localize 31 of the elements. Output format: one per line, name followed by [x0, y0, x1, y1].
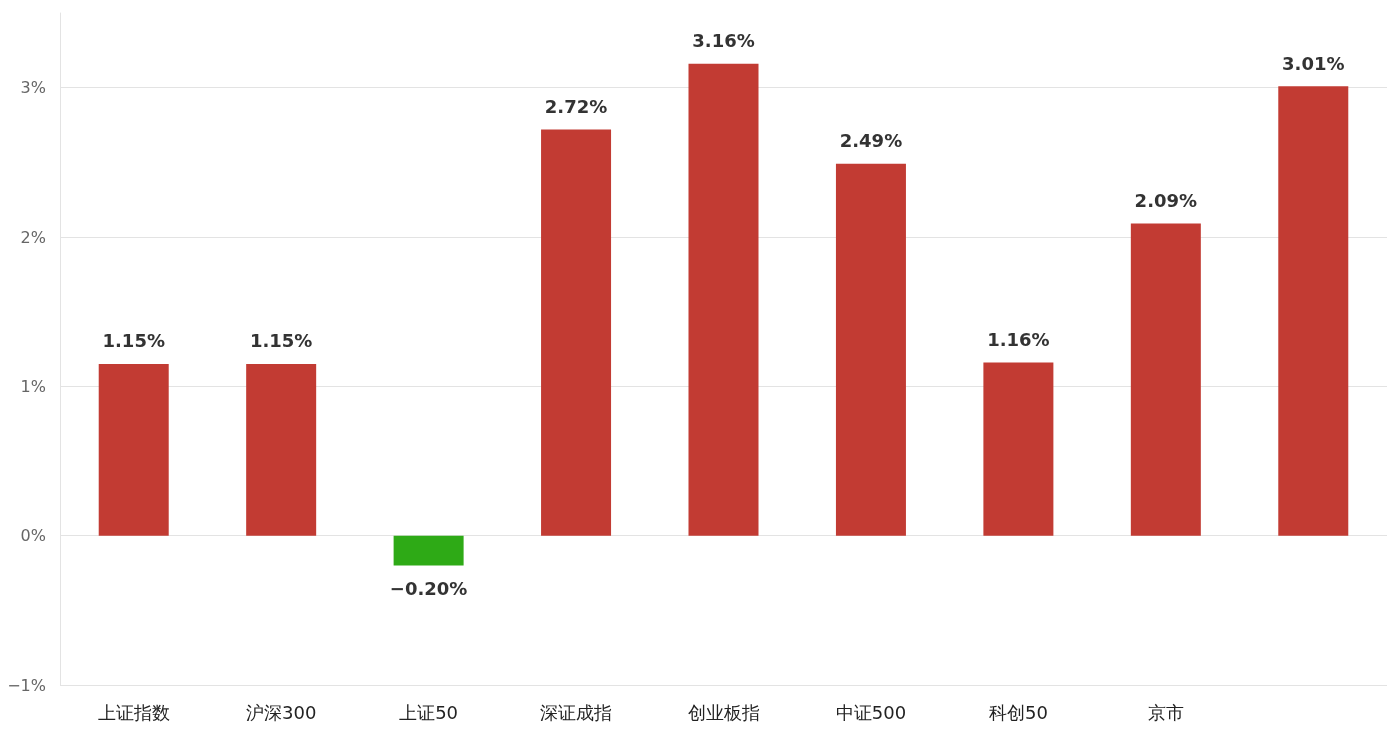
- x-tick-label: 深证成指: [540, 701, 613, 723]
- x-tick-label: 上证指数: [97, 701, 170, 723]
- data-label: 1.15%: [249, 330, 313, 352]
- bar: [541, 129, 612, 536]
- x-tick-label: 上证50: [399, 701, 459, 723]
- bar: [835, 163, 906, 536]
- data-label: 2.09%: [1134, 190, 1198, 212]
- x-tick-label: 京市: [1147, 701, 1184, 723]
- y-tick-label: 3%: [20, 78, 46, 98]
- bar: [246, 363, 317, 536]
- bar: [1130, 223, 1201, 536]
- data-label: −0.20%: [389, 578, 468, 600]
- x-tick-label: 科创50: [988, 701, 1048, 723]
- data-label: 1.15%: [102, 330, 165, 352]
- data-label: 3.16%: [692, 30, 755, 52]
- y-tick-label: 1%: [20, 376, 46, 396]
- data-label: 2.72%: [544, 95, 608, 117]
- bar: [98, 363, 169, 536]
- data-label: 3.01%: [1282, 52, 1345, 74]
- bar: [688, 63, 759, 536]
- x-tick-label: 中证500: [835, 701, 907, 723]
- data-label: 1.16%: [987, 328, 1050, 350]
- data-label: 2.49%: [839, 130, 903, 152]
- bar: [393, 535, 464, 566]
- x-tick-label: 创业板指: [687, 701, 760, 723]
- y-tick-label: 0%: [20, 526, 46, 546]
- x-tick-label: 沪深300: [245, 701, 317, 723]
- y-tick-label: 2%: [20, 227, 46, 247]
- bar: [983, 362, 1054, 536]
- bar: [1278, 86, 1349, 536]
- y-tick-label: −1%: [7, 675, 46, 695]
